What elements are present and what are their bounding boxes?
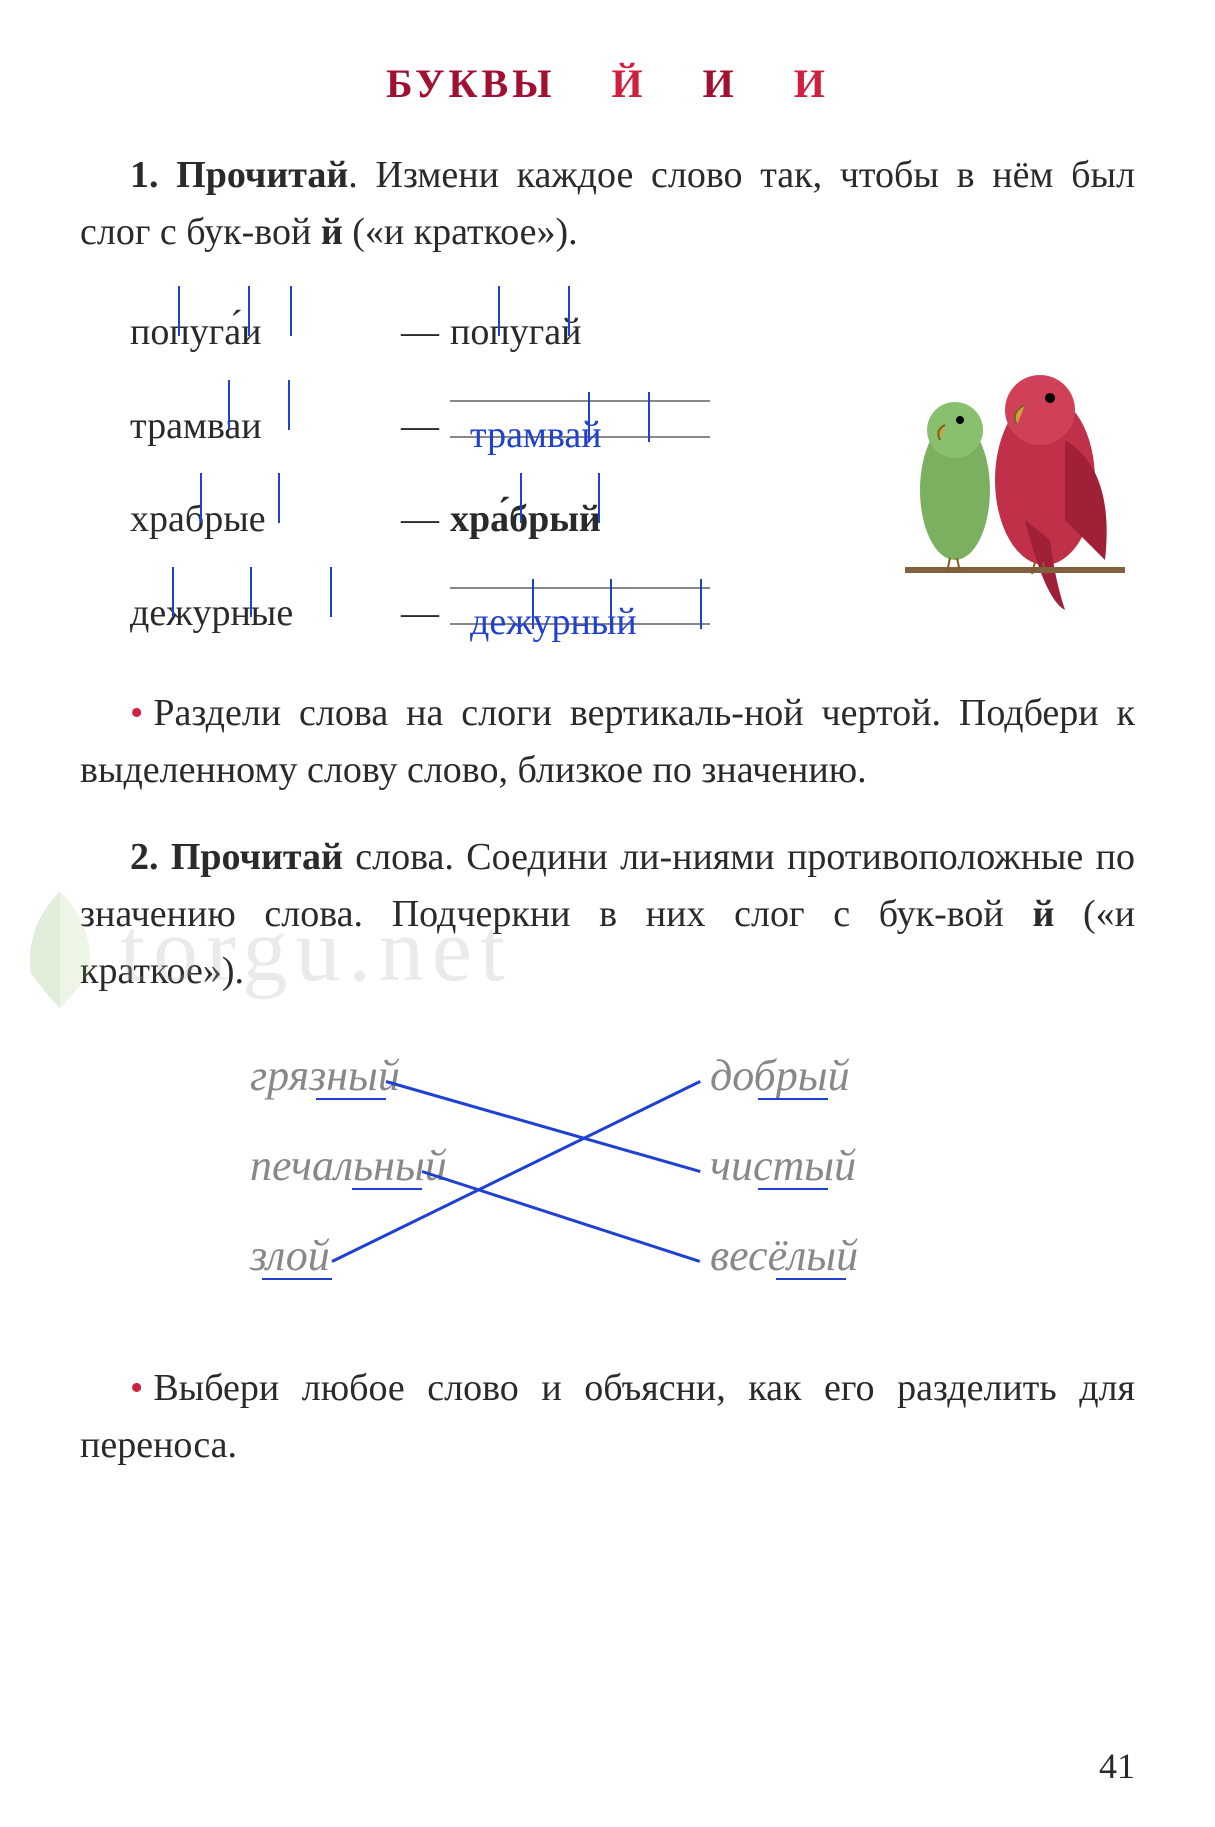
underline xyxy=(262,1278,332,1280)
syllable-mark xyxy=(700,579,702,629)
syllable-mark xyxy=(288,380,290,430)
syllable-mark xyxy=(228,380,230,430)
exercise-2-text: 2. Прочитай слова. Соедини ли-ниями прот… xyxy=(80,829,1135,1000)
syllable-mark xyxy=(648,392,650,442)
dash: — xyxy=(390,385,450,469)
syllable-mark xyxy=(610,579,612,629)
exercise-2-letter: й xyxy=(1032,893,1054,935)
syllable-mark xyxy=(598,473,600,523)
answer-text: трамвай xyxy=(470,394,602,478)
word-left: дежурные xyxy=(130,572,390,656)
title-word2: И xyxy=(703,61,738,106)
underline xyxy=(758,1188,828,1190)
syllable-mark xyxy=(200,473,202,523)
exercise-2: 2. Прочитай слова. Соедини ли-ниями прот… xyxy=(80,829,1135,1000)
title-letter2: И xyxy=(794,61,829,106)
syllable-mark xyxy=(278,473,280,523)
cursive-matching: грязный печальный злой добрый чистый весёлый xyxy=(130,1030,1085,1330)
syllable-mark xyxy=(520,473,522,523)
exercise-1-after: («и краткое»). xyxy=(343,211,578,253)
syllable-mark xyxy=(172,567,174,617)
bullet-1-marker: • xyxy=(130,692,143,734)
exercise-1-letter: й xyxy=(321,211,343,253)
blank-line: трамвай xyxy=(450,400,710,438)
syllable-mark xyxy=(248,286,250,336)
blank-line: дежурный xyxy=(450,587,710,625)
bullet-2-marker: • xyxy=(130,1367,143,1409)
cursive-word: весёлый xyxy=(710,1230,858,1281)
cursive-word: чистый xyxy=(710,1140,856,1191)
syllable-mark xyxy=(532,579,534,629)
cursive-word: грязный xyxy=(250,1050,400,1101)
exercise-1: 1. Прочитай. Измени каждое слово так, чт… xyxy=(80,147,1135,261)
cursive-word: добрый xyxy=(710,1050,850,1101)
syllable-mark xyxy=(498,286,500,336)
exercise-2-num: 2. xyxy=(130,836,159,878)
word-left: трамваи xyxy=(130,385,390,469)
underline xyxy=(776,1278,846,1280)
cursive-word: злой xyxy=(250,1230,330,1281)
dash: — xyxy=(390,572,450,656)
parrots-illustration xyxy=(865,340,1145,620)
page-title: БУКВЫ Й И И xyxy=(80,60,1135,107)
syllable-mark xyxy=(330,567,332,617)
bullet-1: •Раздели слова на слоги вертикаль-ной че… xyxy=(80,685,1135,799)
word-right: хра́брый xyxy=(450,478,601,562)
word-right: дежурный xyxy=(450,572,710,656)
bullet-2: •Выбери любое слово и объясни, как его р… xyxy=(80,1360,1135,1474)
syllable-mark xyxy=(290,286,292,336)
answer-text: дежурный xyxy=(470,581,637,665)
exercise-1-num: 1. xyxy=(130,154,159,196)
syllable-mark xyxy=(250,567,252,617)
exercise-2-heading: Прочитай xyxy=(171,836,343,878)
bullet-2-text: Выбери любое слово и объясни, как его ра… xyxy=(80,1367,1135,1466)
dash: — xyxy=(390,478,450,562)
exercise-1-text: 1. Прочитай. Измени каждое слово так, чт… xyxy=(80,147,1135,261)
underline xyxy=(352,1188,422,1190)
underline xyxy=(758,1098,828,1100)
syllable-mark xyxy=(568,286,570,336)
word-right: попугай xyxy=(450,291,581,375)
connection-line xyxy=(422,1170,701,1263)
cursive-word: печальный xyxy=(250,1140,447,1191)
word-right: трамвай xyxy=(450,385,710,469)
title-word1: БУКВЫ xyxy=(386,61,555,106)
bullet-1-text: Раздели слова на слоги вертикаль-ной чер… xyxy=(80,692,1135,791)
underline xyxy=(316,1098,386,1100)
word-left: храбрые xyxy=(130,478,390,562)
syllable-mark xyxy=(178,286,180,336)
syllable-mark xyxy=(588,392,590,442)
exercise-1-heading: Прочитай xyxy=(176,154,348,196)
word-left: попуга́и xyxy=(130,291,390,375)
dash: — xyxy=(390,291,450,375)
page-number: 41 xyxy=(1099,1745,1135,1787)
title-letter1: Й xyxy=(611,61,646,106)
